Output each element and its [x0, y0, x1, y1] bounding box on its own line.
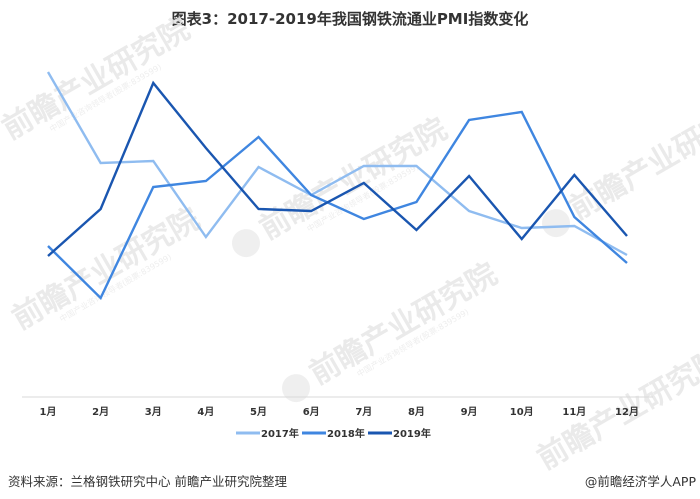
chart-title: 图表3：2017-2019年我国钢铁流通业PMI指数变化 [171, 10, 529, 28]
legend-label: 2019年 [393, 427, 431, 440]
x-tick-label: 8月 [408, 406, 425, 418]
x-tick-label: 1月 [40, 406, 57, 418]
watermark-text: 前瞻产业研究院 [0, 12, 196, 147]
x-tick-label: 10月 [510, 406, 534, 418]
legend-item-2019: 2019年 [368, 427, 431, 440]
watermark-text: 前瞻产业研究院 [7, 202, 206, 337]
x-tick-label: 7月 [355, 406, 372, 418]
x-tick-label: 3月 [145, 406, 162, 418]
watermark-logo-icon [282, 374, 310, 403]
x-axis-labels: 1月 2月 3月 4月 5月 6月 7月 8月 9月 10月 11月 12月 [40, 406, 639, 418]
legend-item-2017: 2017年 [236, 427, 299, 440]
watermark-text: 前瞻产业研究院 [304, 257, 503, 392]
x-tick-label: 2月 [92, 406, 109, 418]
x-tick-label: 9月 [461, 406, 478, 418]
watermark-logo-icon [232, 229, 260, 258]
watermark-logo-icon [542, 209, 570, 238]
series-lines [46, 71, 628, 301]
watermark-text: 前瞻产业研究院 [564, 92, 700, 227]
x-tick-label: 11月 [562, 406, 586, 418]
x-tick-label: 5月 [250, 406, 267, 418]
credit-note: @前瞻经济学人APP [584, 474, 696, 489]
legend-item-2018: 2018年 [302, 427, 365, 440]
x-tick-label: 4月 [197, 406, 214, 418]
source-note: 资料来源：兰格钢铁研究中心 前瞻产业研究院整理 [8, 474, 287, 489]
x-tick-label: 12月 [615, 406, 639, 418]
x-tick-label: 6月 [303, 406, 320, 418]
series-line-2018 [47, 110, 628, 301]
series-line-2019 [47, 80, 628, 257]
legend: 2017年 2018年 2019年 [236, 427, 431, 440]
legend-label: 2018年 [327, 427, 365, 440]
legend-label: 2017年 [261, 427, 299, 440]
